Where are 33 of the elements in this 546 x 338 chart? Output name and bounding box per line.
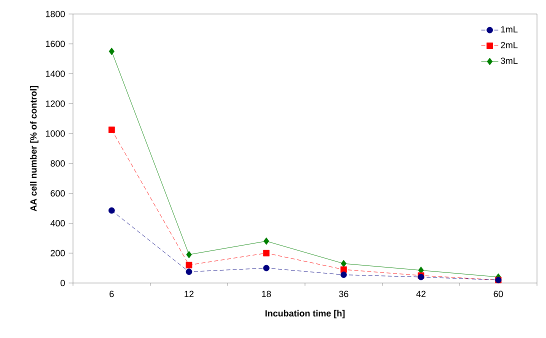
x-tick-label: 12 — [184, 290, 194, 298]
x-tick-label: 36 — [339, 290, 348, 298]
y-tick-label: 200 — [50, 250, 65, 256]
point — [263, 250, 270, 256]
point — [186, 262, 192, 268]
y-tick-label: 1000 — [46, 130, 65, 137]
x-tick-label: 6 — [110, 290, 114, 298]
point — [263, 264, 270, 272]
y-tick-label: 0 — [60, 280, 65, 286]
point — [340, 266, 347, 273]
y-tick-label: 600 — [50, 190, 65, 197]
x-axis-title: Incubation time [h] — [266, 310, 345, 318]
point — [108, 207, 115, 214]
legend-label: 2mL — [500, 42, 518, 48]
y-tick-label: 1800 — [46, 10, 65, 18]
point — [108, 126, 115, 134]
y-tick-label: 800 — [50, 160, 65, 167]
legend-label: 3mL — [500, 58, 518, 64]
legend-label: 1mL — [501, 26, 518, 32]
point — [340, 272, 347, 278]
point — [186, 250, 192, 258]
point — [340, 260, 346, 268]
x-tick-label: 18 — [262, 290, 271, 298]
y-tick-label: 1200 — [46, 100, 65, 107]
y-tick-label: 1600 — [46, 40, 65, 48]
point — [264, 237, 270, 245]
x-tick-label: 60 — [494, 290, 503, 298]
y-tick-label: 400 — [50, 220, 65, 226]
x-tick-label: 42 — [416, 290, 426, 298]
y-axis-title: AA cell number [% of control] — [30, 86, 38, 212]
y-tick-label: 1400 — [46, 70, 65, 77]
point — [108, 48, 114, 56]
point — [186, 268, 192, 275]
